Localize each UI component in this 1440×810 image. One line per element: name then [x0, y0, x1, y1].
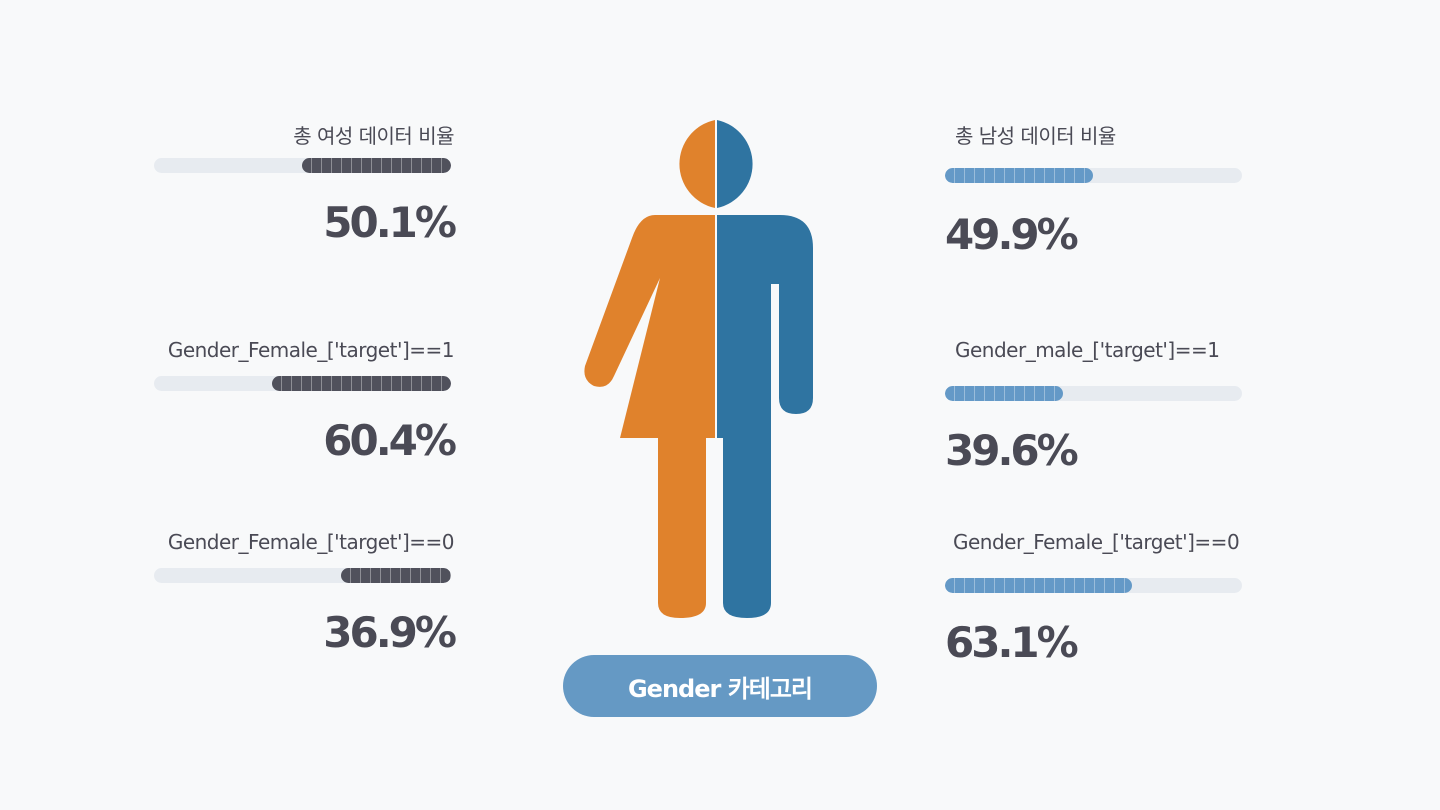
stat-label: Gender_Female_['target']==0: [167, 530, 455, 554]
male-body: [717, 215, 813, 618]
gender-split-person-icon: [584, 120, 813, 618]
stat-value: 50.1%: [323, 198, 457, 247]
male-head: [717, 120, 753, 208]
progress-fill: [272, 376, 451, 391]
stat-label: 총 남성 데이터 비율: [955, 124, 1116, 148]
stat-value: 36.9%: [323, 608, 457, 657]
stat-value: 39.6%: [945, 426, 1079, 475]
progress-track: [945, 386, 1242, 401]
progress-track: [154, 158, 451, 173]
progress-fill: [945, 168, 1093, 183]
female-body: [584, 215, 715, 618]
stat-value: 49.9%: [945, 210, 1079, 259]
progress-track: [154, 376, 451, 391]
category-label: Gender 카테고리: [563, 655, 877, 717]
progress-fill: [945, 578, 1132, 593]
female-head: [679, 120, 715, 208]
stat-value: 63.1%: [945, 618, 1079, 667]
progress-track: [945, 168, 1242, 183]
stat-label: Gender_Female_['target']==1: [167, 338, 455, 362]
stat-label: Gender_Female_['target']==0: [953, 530, 1240, 554]
progress-fill: [341, 568, 451, 583]
stat-label: Gender_male_['target']==1: [955, 338, 1220, 362]
progress-fill: [302, 158, 451, 173]
progress-track: [945, 578, 1242, 593]
progress-track: [154, 568, 451, 583]
stat-value: 60.4%: [323, 416, 457, 465]
stat-label: 총 여성 데이터 비율: [293, 124, 454, 148]
progress-fill: [945, 386, 1063, 401]
